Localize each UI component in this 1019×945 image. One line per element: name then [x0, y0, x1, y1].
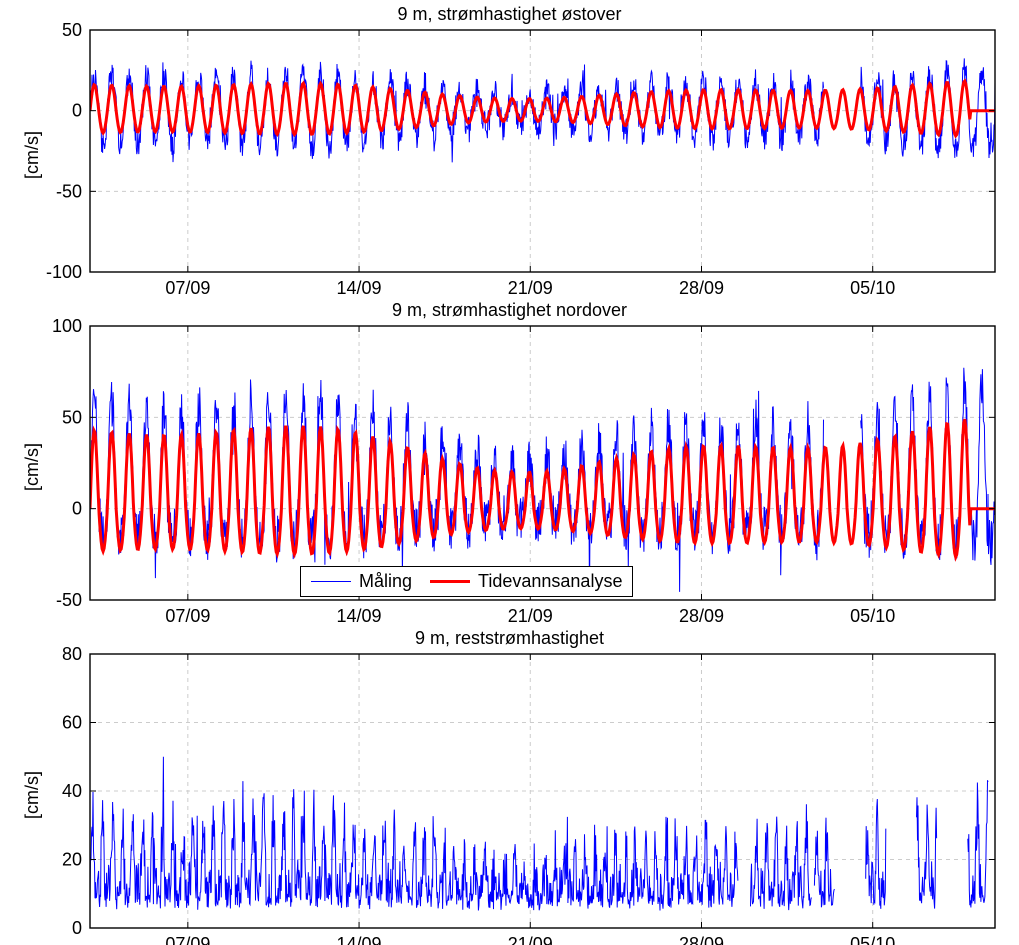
xtick-label: 21/09	[508, 934, 553, 945]
legend-label: Tidevannsanalyse	[478, 571, 622, 592]
ytick-label: -100	[46, 262, 82, 282]
ylabel-0: [cm/s]	[22, 131, 43, 179]
ytick-label: -50	[56, 590, 82, 610]
xtick-label: 21/09	[508, 606, 553, 626]
panel-title-1: 9 m, strømhastighet nordover	[0, 300, 1019, 321]
xtick-label: 28/09	[679, 278, 724, 298]
ylabel-1: [cm/s]	[22, 443, 43, 491]
xtick-label: 28/09	[679, 934, 724, 945]
ytick-label: 60	[62, 713, 82, 733]
xtick-label: 07/09	[165, 606, 210, 626]
xtick-label: 07/09	[165, 278, 210, 298]
legend-item: Måling	[311, 571, 412, 592]
ytick-label: 40	[62, 781, 82, 801]
ytick-label: 0	[72, 918, 82, 938]
xtick-label: 14/09	[337, 278, 382, 298]
legend-swatch	[430, 580, 470, 583]
legend-item: Tidevannsanalyse	[430, 571, 622, 592]
xtick-label: 05/10	[850, 934, 895, 945]
xtick-label: 05/10	[850, 606, 895, 626]
legend: Måling Tidevannsanalyse	[300, 566, 633, 597]
xtick-label: 07/09	[165, 934, 210, 945]
xtick-label: 05/10	[850, 278, 895, 298]
ytick-label: 50	[62, 407, 82, 427]
ytick-label: 0	[72, 499, 82, 519]
xtick-label: 28/09	[679, 606, 724, 626]
ytick-label: 20	[62, 850, 82, 870]
xtick-label: 21/09	[508, 278, 553, 298]
xtick-label: 14/09	[337, 606, 382, 626]
ytick-label: 0	[72, 101, 82, 121]
xtick-label: 14/09	[337, 934, 382, 945]
legend-label: Måling	[359, 571, 412, 592]
timeseries-figure: -100 -50 0 50 07/09 14/09 21/09 28/09 05/10 -50 05…	[0, 0, 1019, 945]
ytick-label: -50	[56, 181, 82, 201]
panel-title-0: 9 m, strømhastighet østover	[0, 4, 1019, 25]
ylabel-2: [cm/s]	[22, 771, 43, 819]
legend-swatch	[311, 581, 351, 582]
panel-title-2: 9 m, reststrømhastighet	[0, 628, 1019, 649]
